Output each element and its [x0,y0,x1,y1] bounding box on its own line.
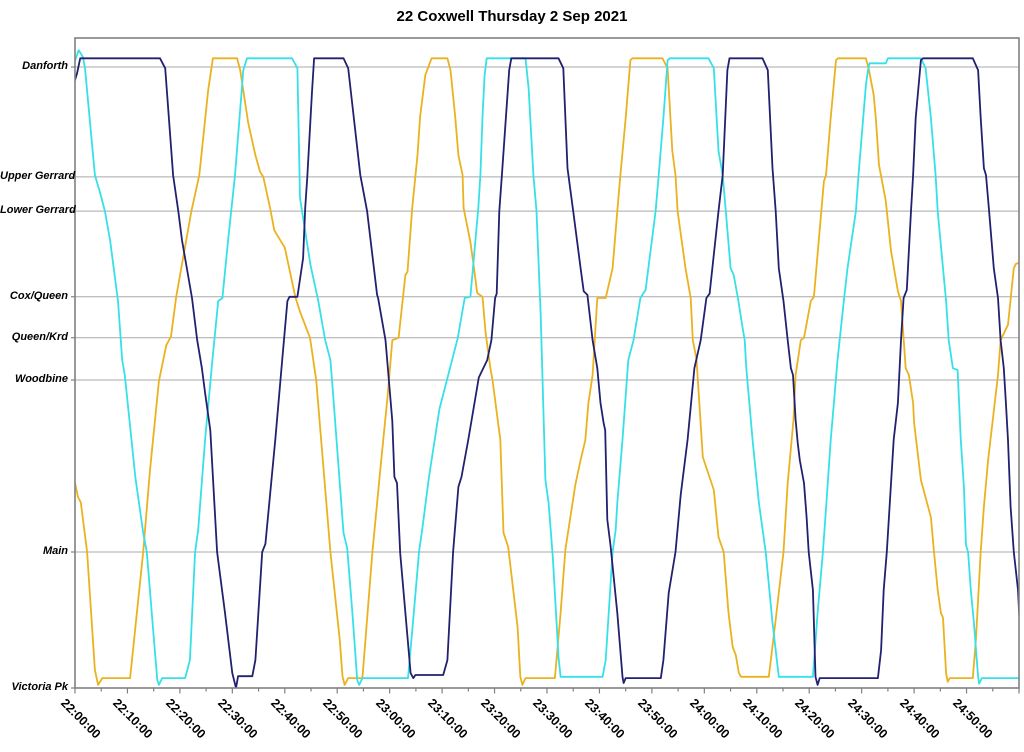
plot-border [74,37,1020,689]
series-line-gold [75,57,1019,686]
y-axis-label: Upper Gerrard [0,169,76,182]
y-axis-label: Danforth [22,60,68,72]
series-line-navy [75,57,1019,688]
y-axis-label: Cox/Queen [9,289,68,302]
chart-title: 22 Coxwell Thursday 2 Sep 2021 [396,8,628,25]
series-line-cyan [75,49,1019,686]
y-axis-label: Main [42,545,68,557]
y-axis-label: Queen/Krd [11,330,68,343]
y-axis-label: Victoria Pk [11,681,68,693]
y-axis-label: Lower Gerrard [0,204,76,217]
y-axis-label: Woodbine [15,372,68,385]
